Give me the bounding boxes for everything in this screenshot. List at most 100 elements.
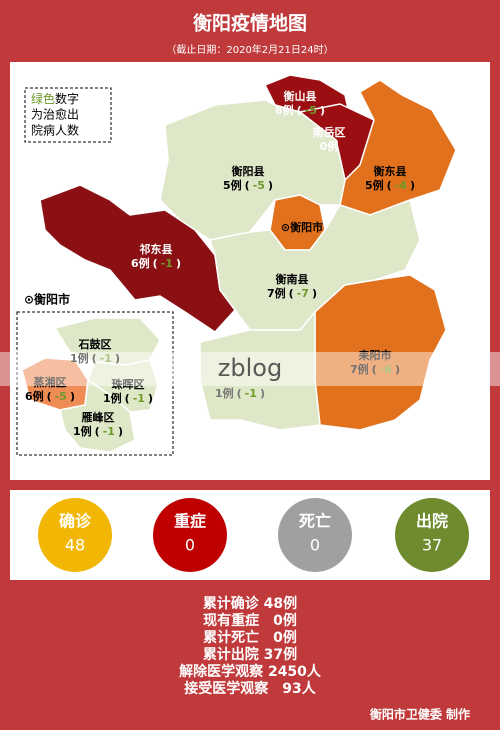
legend-green: 绿色 — [31, 91, 55, 106]
cases: 7例 — [267, 286, 286, 300]
summary-value: 0 — [310, 536, 320, 555]
cured: -1 — [161, 257, 173, 270]
cases: 1例 — [70, 351, 89, 365]
bracket: ) — [395, 363, 400, 376]
bracket: ( — [153, 257, 158, 270]
cases: 1例 — [103, 391, 122, 405]
bracket: ( — [297, 104, 302, 117]
legend-text: 数字 — [55, 91, 79, 106]
bracket: ( — [372, 363, 377, 376]
cases: 8例 — [275, 103, 294, 117]
cured: -1 — [103, 425, 115, 438]
region-name: 石鼓区 — [78, 337, 112, 351]
region-name: 衡阳县 — [232, 164, 265, 178]
region-count: 1例(-1) — [70, 351, 120, 365]
summary-circle — [278, 498, 352, 572]
bracket: ) — [118, 425, 123, 438]
bracket: ( — [95, 425, 100, 438]
bracket: ( — [387, 179, 392, 192]
region-count: 7例(-6) — [350, 362, 400, 376]
legend-box — [24, 87, 112, 143]
title: 衡阳疫情地图 — [193, 12, 307, 35]
summary-circle — [38, 498, 112, 572]
cases: 5例 — [223, 178, 242, 192]
stat-line: 现有重症 0例 — [203, 612, 297, 629]
stat-line: 累计死亡 0例 — [203, 629, 297, 646]
region-count: 5例(-4) — [365, 178, 415, 192]
summary-label: 出院 — [416, 512, 448, 531]
region-count: 8例(-5) — [275, 103, 325, 117]
region-name: 蒸湘区 — [34, 375, 67, 389]
bracket: ) — [260, 387, 265, 400]
cases: 5例 — [365, 178, 384, 192]
bracket: ( — [289, 287, 294, 300]
bracket: ) — [148, 392, 153, 405]
region-name: 祁东县 — [140, 242, 173, 256]
region — [39, 184, 236, 333]
region-count: 1例(-1) — [103, 391, 153, 405]
region-count: 1例(-1) — [215, 386, 265, 400]
bracket: ) — [312, 287, 317, 300]
summary-circle — [395, 498, 469, 572]
cured: -1 — [100, 352, 112, 365]
cured: -1 — [133, 392, 145, 405]
watermark-band — [0, 352, 500, 386]
bracket: ) — [70, 390, 75, 403]
cured: -7 — [297, 287, 309, 300]
summary-value: 0 — [185, 536, 195, 555]
legend-line: 为治愈出 — [31, 107, 79, 122]
inset-box — [16, 311, 174, 456]
cured: -5 — [55, 390, 67, 403]
bracket: ) — [410, 179, 415, 192]
region-name: 耒阳市 — [358, 348, 392, 362]
district — [59, 378, 136, 453]
region-name: 珠晖区 — [112, 377, 145, 391]
region-name: 雁峰区 — [82, 410, 115, 424]
cases: 6例 — [25, 389, 44, 403]
region-count: 5例(-5) — [223, 178, 273, 192]
summary-value: 48 — [65, 536, 85, 555]
watermark: zblog — [218, 354, 282, 382]
cases: 1例 — [215, 386, 234, 400]
bracket: ( — [92, 352, 97, 365]
region-count: 6例(-1) — [131, 256, 181, 270]
region-count: 1例(-1) — [73, 424, 123, 438]
summary-value: 37 — [422, 536, 442, 555]
bracket: ( — [237, 387, 242, 400]
bracket: ) — [268, 179, 273, 192]
region — [199, 309, 321, 431]
stat-line: 累计出院 37例 — [203, 646, 297, 663]
region-name: 南岳区 — [313, 125, 346, 139]
bracket: ) — [176, 257, 181, 270]
stat-line: 累计确诊 48例 — [203, 595, 297, 612]
region-name: 衡南县 — [276, 272, 309, 286]
cured: -1 — [245, 387, 257, 400]
subtitle: （截止日期：2020年2月21日24时） — [166, 43, 333, 56]
region-name: 衡山县 — [284, 89, 317, 103]
bracket: ) — [115, 352, 120, 365]
cases: 7例 — [350, 362, 369, 376]
cured: -5 — [305, 104, 317, 117]
bracket: ( — [125, 392, 130, 405]
bracket: ) — [320, 104, 325, 117]
cured: -6 — [380, 363, 393, 376]
region-name: ⊙衡阳市 — [281, 220, 323, 234]
region-name: 衡东县 — [374, 164, 407, 178]
region — [209, 199, 421, 331]
region-count: 6例(-5) — [25, 389, 75, 403]
summary-circle — [153, 498, 227, 572]
cases: 0例 — [320, 139, 339, 153]
bracket: ( — [245, 179, 250, 192]
cases: 6例 — [131, 256, 150, 270]
stat-line: 接受医学观察 93人 — [184, 680, 316, 697]
footer: 衡阳市卫健委 制作 — [370, 707, 470, 722]
legend-line: 院病人数 — [31, 123, 79, 138]
inset-title: ⊙衡阳市 — [24, 292, 70, 307]
summary: 确诊 48 重症 0 死亡 0 出院 37 — [38, 498, 469, 572]
cured: -4 — [395, 179, 408, 192]
legend-line: 绿色数字 — [31, 91, 79, 106]
summary-label: 死亡 — [299, 512, 331, 531]
stat-line: 解除医学观察 2450人 — [179, 663, 322, 680]
cured: -5 — [253, 179, 265, 192]
